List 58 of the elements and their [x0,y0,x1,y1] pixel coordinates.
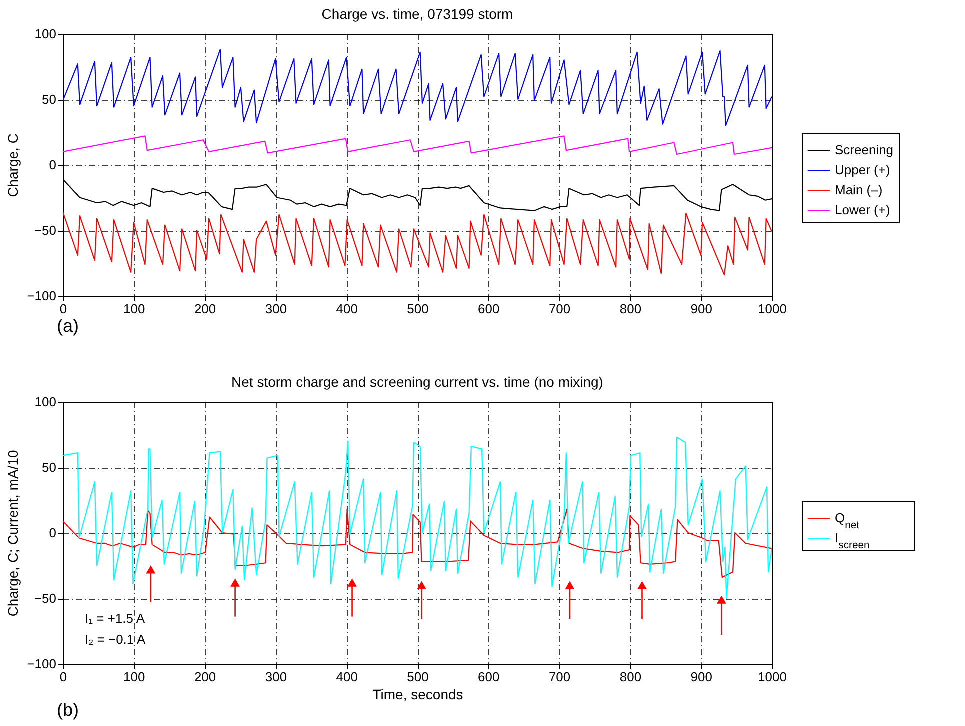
x-tick-label: 500 [407,670,429,684]
text: (b) [57,700,79,720]
x-tick-label: 500 [407,302,429,316]
x-tick-label: 900 [690,302,712,316]
x-tick-label: 200 [194,670,216,684]
point [417,581,426,590]
y-tick-label: 50 [42,92,56,107]
y-tick-label: −50 [34,591,56,606]
annotation: I₂ = −0.1 A [85,632,146,647]
x-tick-label: 400 [336,302,358,316]
x-tick-label: 400 [336,670,358,684]
point [348,578,358,587]
y-tick-label: 0 [49,526,56,540]
x-tick-label: 200 [194,302,216,316]
y-tick-label: −100 [27,288,56,304]
x-tick-label: 100 [124,670,146,684]
point [716,596,726,604]
x-tick-label: 600 [478,302,500,316]
x-tick-label: 700 [548,302,571,316]
y-tick-label: 100 [34,26,56,42]
legend-label: Q$_{net}$ [835,510,860,532]
legend-label: Lower (+) [835,202,890,218]
x-tick-label: 1000 [758,302,787,316]
chart-title: Net storm charge and screening current vs. time (no mixing) [232,374,604,390]
x-tick-label: 800 [620,670,642,684]
legend-label: Main (–) [835,182,883,198]
x-tick-label: 800 [620,302,642,316]
y-tick-label: 0 [49,158,56,172]
x-tick-label: 0 [60,670,68,684]
line-series [63,508,772,578]
y-axis-title: Charge, C [5,134,22,198]
x-tick-label: 600 [478,670,500,684]
point [230,578,240,587]
chart-title: Charge vs. time, 073199 storm [322,6,514,22]
y-tick-label: −100 [27,656,56,672]
text: (a) [57,316,79,336]
point [565,581,575,590]
x-tick-label: 300 [265,302,288,316]
y-axis-title: Charge, C; Current, mA/10 [5,450,22,617]
legend-label: I$_{screen}$ [835,530,870,552]
x-tick-label: 300 [265,670,288,684]
line-series [63,49,772,126]
x-tick-label: 100 [124,302,146,316]
x-tick-label: 700 [548,670,571,684]
legend-label: Upper (+) [835,162,890,178]
y-tick-label: 100 [34,394,56,410]
x-tick-label: 0 [60,302,68,316]
legend-label: Screening [835,142,894,158]
x-axis-title: Time, seconds [372,686,464,702]
line-series [63,136,772,156]
annotation: I₁ = +1.5 A [85,611,146,626]
y-tick-label: −50 [34,223,56,238]
x-tick-label: 900 [690,670,712,684]
y-tick-label: 50 [42,460,56,475]
line-series [63,212,772,276]
x-tick-label: 1000 [758,670,787,684]
point [638,581,647,590]
point [146,566,156,574]
